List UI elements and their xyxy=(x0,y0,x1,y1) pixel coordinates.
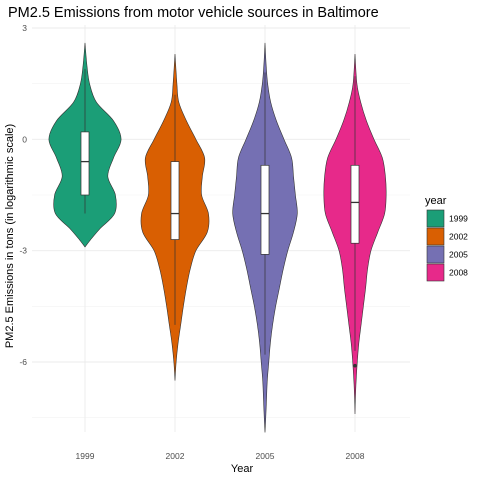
violin-1999 xyxy=(48,42,122,248)
legend: year 1999 2002 2005 2008 xyxy=(425,195,468,282)
chart-title: PM2.5 Emissions from motor vehicle sourc… xyxy=(8,5,379,21)
y-tick-label: -6 xyxy=(19,357,27,367)
legend-key-2005 xyxy=(426,245,445,264)
legend-title: year xyxy=(425,195,447,207)
violin-2005 xyxy=(232,42,298,433)
legend-label-2002: 2002 xyxy=(449,232,468,242)
x-tick-label: 2008 xyxy=(346,451,365,461)
legend-key-2002 xyxy=(426,227,445,246)
box xyxy=(170,161,180,240)
outlier-point xyxy=(353,363,357,368)
x-tick-label: 2002 xyxy=(166,451,185,461)
legend-label-1999: 1999 xyxy=(449,214,468,224)
box xyxy=(260,164,270,255)
x-tick-label: 1999 xyxy=(76,451,95,461)
legend-label-2008: 2008 xyxy=(449,268,468,278)
y-tick-label: 3 xyxy=(22,23,27,33)
x-axis-title: Year xyxy=(231,463,254,475)
violin-2008 xyxy=(323,53,387,414)
legend-key-1999 xyxy=(426,209,445,228)
x-axis-ticks: 1999 2002 2005 2008 xyxy=(76,451,365,461)
y-tick-label: 0 xyxy=(22,134,27,144)
violin-2002 xyxy=(140,53,210,381)
y-axis-title: PM2.5 Emissions in tons (in logarithmic … xyxy=(4,124,16,348)
legend-key-2008 xyxy=(426,263,445,282)
box xyxy=(80,131,90,196)
violins xyxy=(48,42,387,433)
box xyxy=(350,164,360,244)
legend-label-2005: 2005 xyxy=(449,250,468,260)
y-tick-label: -3 xyxy=(19,246,27,256)
y-axis-ticks: 3 0 -3 -6 xyxy=(19,23,27,367)
x-tick-label: 2005 xyxy=(256,451,275,461)
